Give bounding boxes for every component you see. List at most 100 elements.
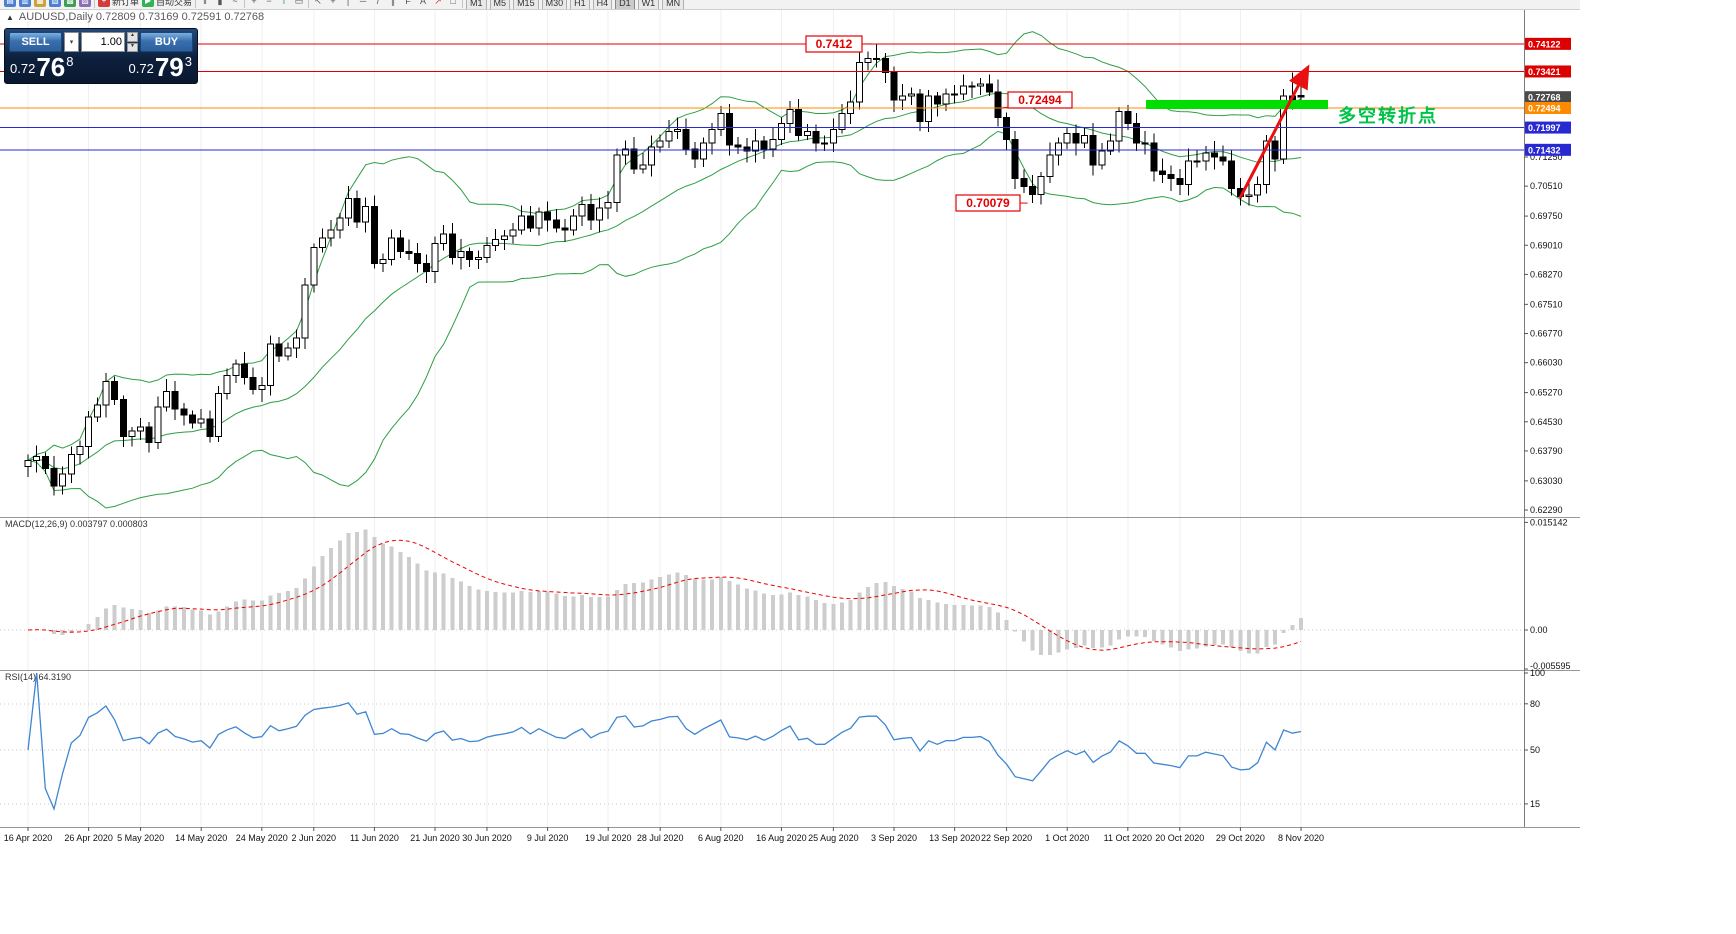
svg-text:0.65270: 0.65270 (1530, 388, 1563, 398)
macd-signal-line (27, 539, 1302, 651)
profiles-icon[interactable]: ▨ (79, 0, 91, 9)
trendline-icon[interactable]: / (376, 0, 380, 6)
timeframe-button-h1[interactable]: H1 (570, 0, 590, 9)
svg-text:0.66030: 0.66030 (1530, 358, 1563, 368)
arrows-icon[interactable]: ↗ (434, 0, 442, 6)
svg-text:50: 50 (1530, 745, 1540, 755)
svg-text:80: 80 (1530, 699, 1540, 709)
note-text[interactable]: 多空转折点 (1338, 105, 1438, 126)
sell-button[interactable]: SELL (9, 32, 62, 52)
time-axis[interactable]: 16 Apr 2020 26 Apr 2020 5 May 2020 14 May 2… (4, 827, 1324, 843)
terminal-icon[interactable]: ▧ (49, 0, 61, 9)
zoom-out-icon[interactable]: − (266, 0, 272, 6)
cursor-icon[interactable]: ↖ (314, 0, 322, 6)
svg-text:16 Aug 2020: 16 Aug 2020 (756, 833, 807, 843)
one-click-collapse-toggle[interactable]: ▲ (6, 12, 14, 22)
bollinger-bands (27, 31, 1302, 509)
volume-down-icon[interactable]: ▼ (127, 42, 138, 52)
price-tag: 0.74122 (1525, 37, 1571, 50)
quote-line: ▲ AUDUSD,Daily 0.72809 0.73169 0.72591 0… (6, 11, 264, 23)
toolbar-separator (244, 0, 246, 8)
highlight-bar[interactable] (1146, 100, 1328, 109)
svg-text:25 Aug 2020: 25 Aug 2020 (808, 833, 859, 843)
volume-dropdown[interactable]: ▾ (64, 32, 79, 52)
buy-button[interactable]: BUY (140, 32, 193, 52)
svg-text:30 Jun 2020: 30 Jun 2020 (462, 833, 512, 843)
svg-text:9 Jul 2020: 9 Jul 2020 (527, 833, 569, 843)
crosshair-icon[interactable]: + (330, 0, 336, 6)
svg-text:0.7412: 0.7412 (816, 37, 853, 51)
svg-text:19 Jul 2020: 19 Jul 2020 (585, 833, 632, 843)
price-tag: 0.72768 (1525, 91, 1571, 104)
svg-text:0.00: 0.00 (1530, 625, 1548, 635)
svg-text:3 Sep 2020: 3 Sep 2020 (871, 833, 917, 843)
svg-text:0.72494: 0.72494 (1018, 93, 1062, 107)
svg-text:6 Aug 2020: 6 Aug 2020 (698, 833, 744, 843)
price-callout[interactable]: 0.70079 (955, 194, 1028, 212)
svg-text:0.63790: 0.63790 (1530, 446, 1563, 456)
price-tag: 0.71432 (1525, 143, 1571, 156)
svg-text:24 May 2020: 24 May 2020 (236, 833, 288, 843)
volume-stepper[interactable]: ▲ ▼ (127, 32, 138, 52)
price-callout[interactable]: 0.7412 (805, 35, 872, 53)
svg-text:0.73421: 0.73421 (1528, 67, 1561, 77)
vertical-line-icon[interactable]: | (346, 0, 350, 6)
price-axis[interactable]: 0.71250 0.70510 0.69750 0.69010 0.68270 0.675… (1524, 37, 1571, 515)
svg-text:0.71997: 0.71997 (1528, 123, 1561, 133)
market-watch-icon[interactable]: ▤ (4, 0, 16, 9)
bar-chart-icon[interactable]: ‖ (203, 0, 207, 6)
svg-text:29 Oct 2020: 29 Oct 2020 (1216, 833, 1265, 843)
new-order-button[interactable]: + 新订单 (98, 0, 139, 9)
navigator-icon[interactable]: ▦ (34, 0, 46, 9)
svg-text:20 Oct 2020: 20 Oct 2020 (1155, 833, 1204, 843)
toolbar-separator (308, 0, 310, 8)
timeframe-button-mn[interactable]: MN (662, 0, 685, 9)
price-tag: 0.71997 (1525, 121, 1571, 134)
support-resistance-lines[interactable] (0, 43, 1524, 151)
fibonacci-icon[interactable]: F (405, 0, 411, 6)
candlesticks (24, 43, 1305, 496)
svg-text:0.63030: 0.63030 (1530, 476, 1563, 486)
text-icon[interactable]: A (420, 0, 427, 6)
horizontal-line-icon[interactable]: ─ (359, 0, 367, 6)
indicators-icon[interactable]: f (282, 0, 286, 6)
trend-arrow[interactable] (1238, 64, 1310, 199)
volume-up-icon[interactable]: ▲ (127, 32, 138, 42)
timeframe-button-w1[interactable]: W1 (637, 0, 660, 9)
svg-text:2 Jun 2020: 2 Jun 2020 (292, 833, 337, 843)
annotations[interactable]: 多空转折点 0.7412 0.72494 0.70079 (805, 35, 1438, 212)
rsi-label: RSI(14) 64.3190 (5, 672, 72, 682)
price-callout[interactable]: 0.72494 (1001, 91, 1073, 109)
svg-text:26 Apr 2020: 26 Apr 2020 (64, 833, 113, 843)
svg-text:0.70079: 0.70079 (966, 196, 1010, 210)
new-chart-icon[interactable]: ▩ (64, 0, 76, 9)
timeframe-button-m30[interactable]: M30 (541, 0, 568, 9)
timeframe-button-d1[interactable]: D1 (615, 0, 635, 9)
volume-input[interactable] (81, 32, 125, 52)
svg-text:28 Jul 2020: 28 Jul 2020 (637, 833, 684, 843)
data-window-icon[interactable]: ▥ (19, 0, 31, 9)
timeframe-button-h4[interactable]: H4 (592, 0, 613, 9)
svg-text:14 May 2020: 14 May 2020 (175, 833, 227, 843)
channel-icon[interactable]: ∥ (390, 0, 396, 6)
macd-label: MACD(12,26,9) 0.003797 0.000803 (5, 519, 148, 529)
chart-canvas[interactable]: 多空转折点 0.7412 0.72494 0.70079 0.712500.705100… (0, 10, 1580, 851)
timeframe-button-m5[interactable]: M5 (489, 0, 511, 9)
zoom-in-icon[interactable]: + (251, 0, 257, 6)
timeframe-button-m1[interactable]: M1 (466, 0, 487, 9)
svg-text:0.71432: 0.71432 (1528, 145, 1561, 155)
svg-text:0.70510: 0.70510 (1530, 181, 1563, 191)
svg-text:0.72494: 0.72494 (1528, 103, 1561, 113)
autotrading-button[interactable]: ▶ 自动交易 (142, 0, 192, 9)
timeframe-button-m15[interactable]: M15 (513, 0, 539, 9)
svg-text:0.69010: 0.69010 (1530, 240, 1563, 250)
candle-chart-icon[interactable]: ▮ (217, 0, 223, 6)
line-chart-icon[interactable]: ~ (232, 0, 238, 6)
svg-text:13 Sep 2020: 13 Sep 2020 (929, 833, 980, 843)
rsi-line (27, 672, 1302, 811)
toolbar-separator (94, 0, 95, 8)
shapes-icon[interactable]: □ (450, 0, 456, 6)
templates-icon[interactable]: ▭ (294, 0, 304, 6)
svg-text:15: 15 (1530, 799, 1540, 809)
